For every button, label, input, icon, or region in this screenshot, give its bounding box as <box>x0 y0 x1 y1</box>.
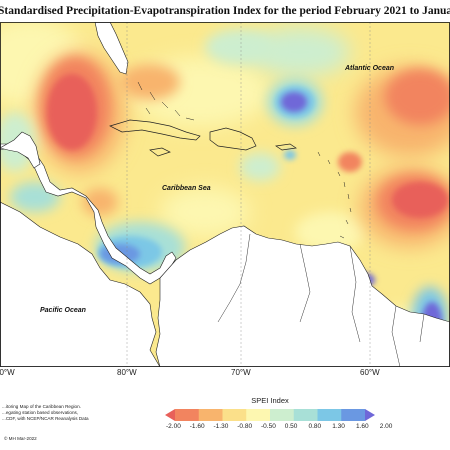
yucatan-land <box>0 131 41 169</box>
legend-tick-label: 1.60 <box>356 423 369 430</box>
legend-swatch <box>317 409 342 421</box>
footnote-line: ...CDF, with NCEP/NCAR Reanalysis Data <box>2 416 89 422</box>
bahamas-islands <box>137 81 195 121</box>
south-america-borders <box>217 233 425 367</box>
atlantic-ocean-label: Atlantic Ocean <box>344 65 394 72</box>
lon-label-70w: 70°W <box>231 368 251 377</box>
legend-tick-label: 0.50 <box>284 423 298 430</box>
legend-swatch <box>222 409 247 421</box>
cuba-island <box>109 119 201 141</box>
legend-swatch <box>270 409 295 421</box>
legend-tick-label: -0.80 <box>237 423 253 430</box>
legend-ticks: -2.00 -1.60 -1.30 -0.80 -0.50 0.50 0.80 1.30 1.6… <box>165 423 392 433</box>
legend-tick-label: 1.30 <box>332 423 345 430</box>
florida-land <box>94 22 129 75</box>
longitude-labels: 90°W 80°W 70°W 60°W <box>0 368 450 382</box>
footnote-line: ...itoring Map of the Caribbean Region. <box>2 404 81 409</box>
legend-color-bar <box>165 409 375 421</box>
legend-swatch <box>175 409 200 421</box>
lon-label-60w: 60°W <box>360 368 380 377</box>
pacific-ocean-label: Pacific Ocean <box>40 307 86 314</box>
legend-swatch <box>246 409 271 421</box>
legend-tick-label: -1.60 <box>189 423 205 430</box>
lesser-antilles <box>317 151 352 239</box>
pacific-land <box>0 201 161 367</box>
copyright-text: © MH Mar-2022 <box>4 436 37 441</box>
legend-tick-label: -0.50 <box>261 423 276 430</box>
legend-swatch <box>341 409 366 421</box>
footnote-line: ...egating station based observations, <box>2 410 79 416</box>
jamaica-island <box>149 147 171 157</box>
legend-arrow-low <box>165 409 175 421</box>
caribbean-sea-label: Caribbean Sea <box>162 185 211 192</box>
puerto-rico-island <box>275 143 297 151</box>
central-america-land <box>0 143 177 285</box>
legend-swatch <box>293 409 318 421</box>
legend-arrow-high <box>365 409 375 421</box>
legend-tick-label: -2.00 <box>166 423 181 430</box>
spei-legend: SPEI Index -2.00 -1.60 -1.30 -0.80 -0.50 0.50… <box>165 396 392 436</box>
map-title: Standardised Precipitation-Evapotranspir… <box>0 5 450 17</box>
legend-tick-label: 0.80 <box>308 423 322 430</box>
lon-label-90w: 90°W <box>0 368 15 377</box>
legend-swatch <box>198 409 223 421</box>
spei-map: Atlantic Ocean Caribbean Sea Pacific Oce… <box>0 22 450 367</box>
lon-label-80w: 80°W <box>117 368 137 377</box>
footnote: ...itoring Map of the Caribbean Region. … <box>2 404 152 423</box>
legend-tick-label: -1.30 <box>213 423 229 430</box>
south-america-land <box>155 225 450 367</box>
legend-tick-label: 2.00 <box>379 423 393 430</box>
hispaniola-island <box>209 127 257 151</box>
legend-title: SPEI Index <box>251 396 289 405</box>
